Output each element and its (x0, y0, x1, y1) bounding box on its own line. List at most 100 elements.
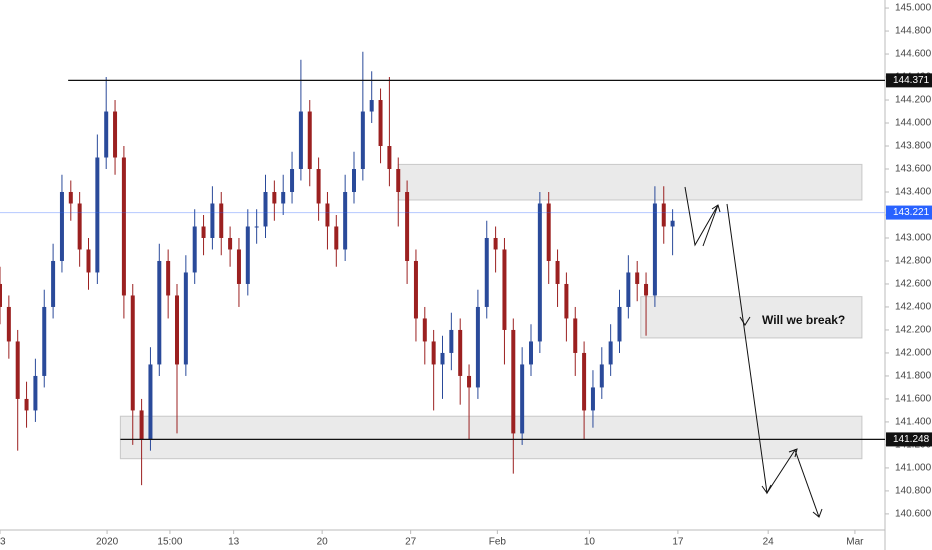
current-price-label: 143.221 (893, 207, 930, 218)
arrow-path (726, 203, 820, 518)
candle-body (236, 249, 241, 284)
candle-body (130, 295, 135, 411)
candle-body (564, 283, 569, 319)
x-tick-label: 23 (0, 537, 6, 548)
x-tick-label: 20 (317, 537, 329, 548)
candle-body (157, 260, 162, 365)
y-tick-label: 143.800 (895, 141, 932, 152)
candle-body (24, 398, 29, 411)
candle-body (502, 249, 507, 330)
plot (0, 51, 885, 486)
candle-body (413, 260, 418, 319)
candle-body (254, 226, 259, 228)
candle-body (6, 306, 11, 342)
candle-body (599, 364, 604, 388)
level-label-bg (886, 432, 932, 447)
x-tick-label: 2020 (96, 537, 119, 548)
candle-body (652, 203, 657, 296)
candle-body (387, 146, 392, 170)
y-tick-label: 144.000 (895, 118, 932, 129)
candle-body (104, 111, 109, 158)
x-tick-label: 10 (584, 537, 596, 548)
candle-body (334, 226, 339, 250)
x-tick-label: 15:00 (157, 537, 182, 548)
y-tick-label: 141.600 (895, 394, 932, 405)
y-tick-label: 142.400 (895, 302, 932, 313)
y-tick-label: 142.200 (895, 325, 932, 336)
candle-body (281, 191, 286, 204)
y-tick-label: 141.400 (895, 417, 932, 428)
projection-arrows (684, 186, 823, 518)
candle-body (644, 283, 649, 296)
candle-body (86, 249, 91, 273)
y-tick-label: 143.600 (895, 164, 932, 175)
candle-body (201, 226, 206, 238)
candle-body (360, 111, 365, 170)
candle-body (290, 169, 295, 192)
y-tick-label: 140.800 (895, 486, 932, 497)
candle-body (148, 364, 153, 440)
y-tick-label: 145.000 (895, 3, 932, 14)
y-tick-label: 143.000 (895, 233, 932, 244)
zone (640, 296, 863, 339)
arrow-head (711, 204, 721, 213)
candle-body (396, 169, 401, 192)
candle-body (343, 191, 348, 250)
arrow-head (788, 448, 798, 458)
candle-body (405, 191, 410, 261)
candle-body (617, 306, 622, 342)
x-tick-label: 17 (672, 537, 684, 548)
candle-body (537, 203, 542, 342)
arrow-head (812, 508, 823, 518)
candle-body (529, 341, 533, 365)
candle-body (661, 203, 666, 227)
candle-body (298, 111, 303, 170)
zones (119, 163, 863, 460)
candle-body (263, 191, 268, 227)
candle-body (352, 169, 356, 192)
current-price-bg (886, 205, 932, 220)
candle-body (219, 203, 224, 238)
y-tick-label: 144.600 (895, 49, 932, 60)
candle-body (626, 272, 631, 307)
candle-body (573, 318, 578, 353)
candle-body (210, 203, 215, 238)
candle-body (121, 157, 126, 296)
candle-body (15, 341, 20, 399)
y-tick-label: 142.800 (895, 256, 932, 267)
candle-body (59, 191, 64, 261)
candle-body (484, 237, 489, 307)
level-label: 144.371 (893, 75, 930, 86)
candle-body (475, 306, 480, 388)
candle-body (113, 111, 118, 158)
candle-body (139, 410, 144, 440)
y-tick-label: 141.800 (895, 371, 932, 382)
candle-body (608, 341, 613, 365)
level-label-bg (886, 73, 932, 88)
candle-body (307, 111, 312, 170)
candle-body (369, 100, 374, 112)
candle-body (175, 295, 179, 365)
zone (397, 163, 863, 201)
candle-body (555, 260, 560, 284)
zone (119, 415, 863, 460)
candle-body (0, 283, 2, 307)
candle-body (511, 329, 516, 434)
candle-body (95, 157, 100, 273)
candle-body (493, 237, 498, 250)
arrow-head (761, 484, 772, 494)
y-tick-label: 144.200 (895, 95, 932, 106)
candle-body (272, 191, 277, 204)
level-label: 141.248 (893, 434, 930, 445)
arrow-path (684, 186, 719, 247)
candle-body (670, 220, 675, 227)
candle-body (449, 329, 454, 353)
candle-body (316, 169, 321, 204)
candle-body (183, 272, 188, 365)
candle-body (546, 203, 551, 261)
candle-body (590, 387, 595, 411)
candle-body (458, 329, 463, 376)
annotation-text: Will we break? (762, 313, 845, 327)
